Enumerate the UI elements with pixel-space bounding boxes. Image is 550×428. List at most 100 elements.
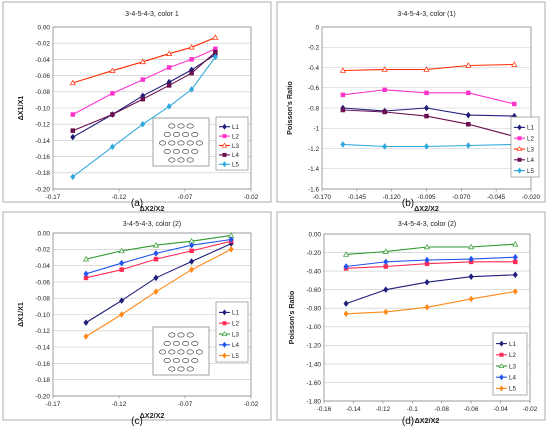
inset-cell [186, 349, 194, 355]
legend-swatch-marker [222, 123, 227, 130]
panel-letter: (a) [131, 198, 143, 209]
inset-cell [191, 132, 199, 138]
x-tick-label: -0.16 [317, 406, 332, 413]
data-point-l3 [212, 34, 219, 40]
data-point-l1 [153, 274, 159, 282]
legend-label: L3 [232, 331, 239, 338]
data-point-l2 [140, 77, 146, 82]
series-line-l4 [72, 51, 216, 132]
data-point-l2 [382, 87, 387, 93]
y-tick-label: -0.16 [35, 361, 50, 368]
data-point-l5 [166, 103, 172, 110]
y-tick-label: -1.6 [308, 186, 319, 193]
data-point-l3 [423, 66, 430, 72]
legend-label: L4 [527, 157, 534, 164]
inset-cell [172, 357, 180, 363]
legend-label: L4 [232, 152, 239, 159]
inset-cell [177, 366, 185, 372]
data-point-l5 [512, 288, 518, 295]
x-axis-label: ΔX2/X2 [415, 416, 440, 425]
inset-cell [163, 340, 171, 346]
legend-label: L4 [509, 375, 516, 382]
data-point-l1 [189, 258, 195, 265]
y-tick-label: -0.08 [35, 89, 50, 96]
y-tick-label: -0.08 [35, 296, 50, 303]
y-tick-label: -0.02 [35, 247, 50, 254]
data-point-l2 [189, 248, 194, 254]
data-point-l2 [383, 264, 389, 269]
y-tick-label: -1.60 [306, 380, 321, 387]
x-tick-label: -0.02 [523, 406, 538, 413]
x-tick-label: -0.170 [313, 194, 332, 201]
y-tick-label: -0.12 [35, 122, 50, 129]
data-point-l1 [70, 133, 76, 141]
inset-cell [163, 149, 171, 155]
data-point-l2 [153, 256, 159, 262]
data-point-l4 [512, 253, 518, 261]
data-point-l2 [513, 259, 518, 265]
data-point-l3 [109, 67, 116, 73]
inset-cell [182, 132, 190, 138]
inset-cell [159, 140, 167, 146]
inset-cell [186, 123, 194, 129]
chart-title: 3-4-5-4-3, color (1) [397, 11, 455, 18]
inset-cell [163, 357, 171, 363]
x-tick-label: -0.145 [348, 194, 367, 201]
inset-cell [168, 157, 176, 163]
inset-cell [186, 157, 194, 163]
legend-swatch-marker [221, 142, 228, 148]
y-tick-label: 0 [315, 24, 319, 31]
legend-swatch-marker [222, 161, 227, 168]
panel-letter: (d) [402, 416, 414, 427]
data-point-l5 [343, 310, 349, 318]
data-point-l3 [139, 58, 146, 65]
data-point-l3 [465, 62, 472, 68]
y-tick-label: -0.14 [35, 345, 50, 352]
legend-label: L1 [527, 125, 534, 132]
legend-label: L2 [527, 136, 534, 143]
data-point-l4 [83, 270, 89, 278]
data-point-l3 [511, 61, 518, 67]
y-tick-label: -0.06 [35, 73, 50, 80]
panel-c: 0.00 -0.02 -0.04 -0.06 -0.08 -0.10 -0.12 -0.14 -… [2, 211, 272, 421]
legend-swatch-marker [517, 167, 522, 174]
data-point-l4 [189, 241, 195, 249]
y-tick-label: -0.04 [35, 263, 50, 270]
y-axis-label: Poisson's Ratio [285, 81, 294, 135]
y-axis-label: Poisson's Ratio [287, 290, 296, 344]
legend-swatch-marker [222, 341, 227, 348]
series-line-l5 [72, 56, 216, 178]
y-tick-label: -0.10 [35, 312, 50, 319]
panel-d: 0.00 -0.20 -0.40 -0.60 -0.80 -1.00 -1.20 -1.40 -… [276, 211, 546, 425]
data-point-l3 [166, 50, 173, 56]
x-tick-label: -0.095 [417, 194, 436, 201]
panel-letter: (c) [131, 416, 143, 427]
data-point-l1 [512, 271, 518, 279]
data-point-l4 [166, 83, 172, 88]
data-point-l5 [465, 142, 471, 149]
data-point-l5 [382, 143, 388, 150]
inset-cell [168, 366, 176, 372]
legend-swatch-marker [517, 124, 522, 131]
inset-cell [172, 149, 180, 155]
x-tick-label: -0.12 [112, 401, 127, 408]
y-tick-label: 0.00 [38, 230, 51, 237]
data-point-l4 [382, 109, 387, 115]
inset-cell [172, 340, 180, 346]
inset-cell [177, 157, 185, 163]
data-point-l5 [340, 141, 346, 148]
y-tick-label: -0.20 [35, 393, 50, 400]
y-tick-label: -0.60 [306, 287, 321, 294]
inset-cell [172, 132, 180, 138]
y-tick-label: -0.80 [306, 306, 321, 313]
legend-swatch-marker [499, 385, 504, 392]
legend-label: L5 [232, 162, 239, 169]
x-tick-label: -0.12 [112, 194, 127, 201]
series-line-l2 [72, 48, 216, 115]
inset-frame [152, 117, 210, 167]
inset-cell [186, 332, 194, 338]
x-tick-label: -0.045 [487, 194, 506, 201]
legend-swatch-marker [222, 352, 227, 359]
data-point-l5 [189, 86, 195, 93]
